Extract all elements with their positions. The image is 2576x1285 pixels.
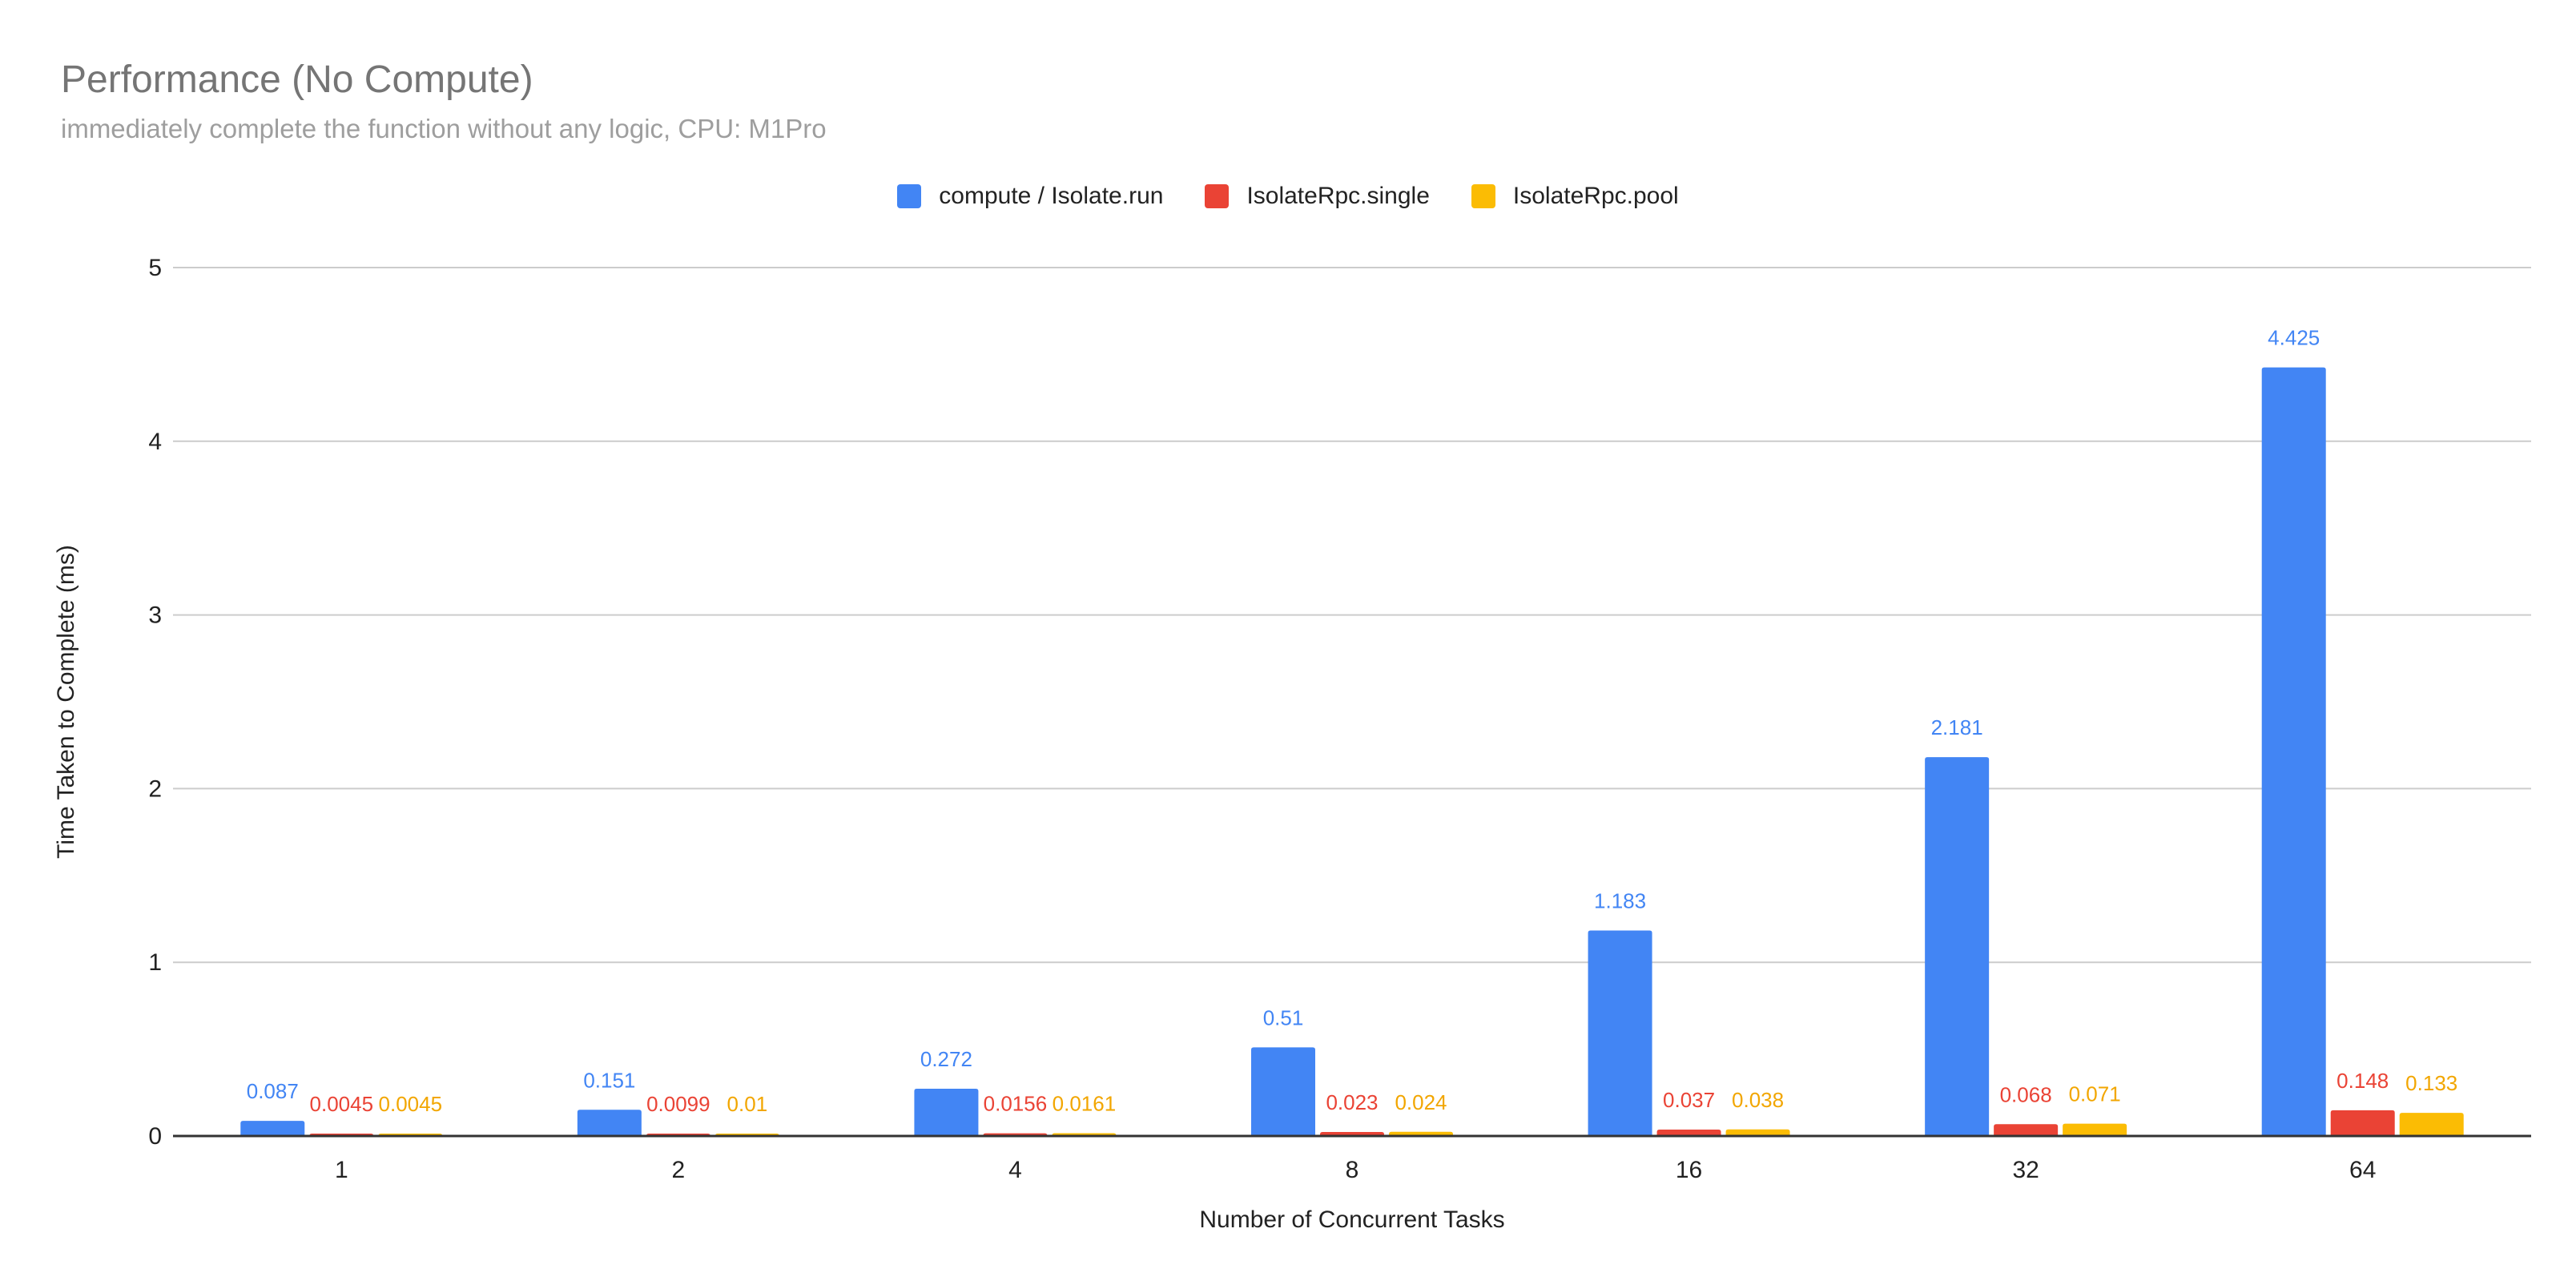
data-label: 0.068 (2000, 1082, 2052, 1106)
data-label: 0.023 (1326, 1090, 1378, 1114)
bar-compute-isolate-run-4[interactable] (914, 1089, 979, 1136)
legend-swatch-isolate-run (897, 184, 922, 208)
y-tick-label: 0 (148, 1123, 162, 1150)
data-label: 1.183 (1594, 889, 1646, 913)
data-label: 0.133 (2405, 1071, 2457, 1095)
data-label: 0.037 (1663, 1088, 1715, 1112)
y-tick-label: 3 (148, 602, 162, 629)
legend-swatch-rpc-pool (1471, 184, 1495, 208)
data-label: 0.0099 (646, 1092, 710, 1116)
x-tick-label: 8 (1346, 1157, 1359, 1183)
data-label: 0.0045 (310, 1092, 374, 1116)
data-label: 0.038 (1732, 1088, 1784, 1112)
x-axis-ticks: 1 2 4 8 16 32 64 (335, 1157, 2376, 1183)
legend: compute / Isolate.run IsolateRpc.single … (0, 183, 2576, 210)
chart-title: Performance (No Compute) (61, 58, 533, 101)
data-labels: 0.087 0.0045 0.0045 0.151 0.0099 0.01 0.272 0.0… (247, 326, 2458, 1116)
x-tick-label: 16 (1676, 1157, 1702, 1183)
x-tick-label: 2 (672, 1157, 686, 1183)
bar-isolaterpc-pool-16[interactable] (1725, 1129, 1790, 1136)
y-tick-label: 5 (148, 255, 162, 281)
gridlines (173, 267, 2531, 964)
data-label: 0.01 (727, 1092, 768, 1116)
bar-isolaterpc-single-32[interactable] (1994, 1124, 2059, 1136)
bar-isolaterpc-single-64[interactable] (2330, 1110, 2395, 1136)
y-tick-label: 1 (148, 949, 162, 976)
bars (240, 367, 2464, 1136)
bar-isolaterpc-single-16[interactable] (1656, 1129, 1721, 1136)
x-tick-label: 32 (2012, 1157, 2039, 1183)
data-label: 0.0161 (1053, 1092, 1117, 1116)
data-label: 0.0156 (984, 1092, 1048, 1116)
bar-compute-isolate-run-8[interactable] (1251, 1047, 1315, 1136)
data-label: 0.0045 (379, 1092, 443, 1116)
bar-isolaterpc-pool-32[interactable] (2063, 1123, 2127, 1136)
bar-compute-isolate-run-32[interactable] (1925, 757, 1990, 1136)
legend-label-rpc-single: IsolateRpc.single (1246, 183, 1430, 209)
data-label: 0.024 (1395, 1090, 1447, 1114)
data-label: 0.272 (920, 1047, 972, 1071)
y-tick-label: 2 (148, 775, 162, 802)
y-axis-ticks: 0 1 2 3 4 5 (148, 255, 162, 1150)
legend-item-rpc-single[interactable]: IsolateRpc.single (1205, 183, 1430, 210)
x-tick-label: 4 (1008, 1157, 1022, 1183)
y-tick-label: 4 (148, 429, 162, 455)
x-tick-label: 1 (335, 1157, 348, 1183)
legend-item-isolate-run[interactable]: compute / Isolate.run (897, 183, 1163, 210)
data-label: 0.071 (2069, 1082, 2121, 1106)
legend-label-rpc-pool: IsolateRpc.pool (1512, 183, 1679, 209)
bar-compute-isolate-run-16[interactable] (1588, 930, 1652, 1136)
bar-isolaterpc-pool-64[interactable] (2399, 1113, 2464, 1136)
legend-label-isolate-run: compute / Isolate.run (939, 183, 1164, 209)
data-label: 0.51 (1263, 1005, 1304, 1029)
legend-swatch-rpc-single (1205, 184, 1230, 208)
x-tick-label: 64 (2349, 1157, 2376, 1183)
chart-subtitle: immediately complete the function withou… (61, 114, 827, 143)
data-label: 0.087 (247, 1079, 299, 1103)
data-label: 2.181 (1931, 715, 1983, 739)
data-label: 0.148 (2337, 1069, 2389, 1093)
x-axis-title: Number of Concurrent Tasks (1199, 1206, 1504, 1233)
data-label: 4.425 (2268, 326, 2320, 350)
bar-compute-isolate-run-2[interactable] (577, 1110, 642, 1136)
legend-item-rpc-pool[interactable]: IsolateRpc.pool (1471, 183, 1679, 210)
bar-compute-isolate-run-64[interactable] (2261, 367, 2326, 1136)
data-label: 0.151 (583, 1068, 635, 1092)
y-axis-title: Time Taken to Complete (ms) (53, 545, 79, 859)
bar-compute-isolate-run-1[interactable] (240, 1121, 305, 1136)
